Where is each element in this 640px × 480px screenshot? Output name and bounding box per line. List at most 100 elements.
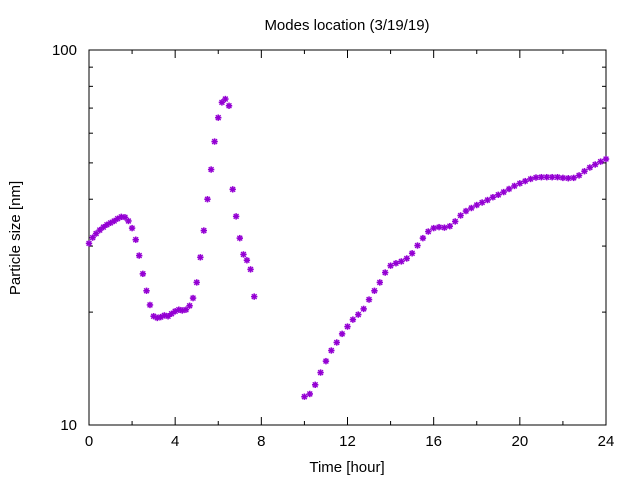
- data-point: [135, 252, 143, 259]
- data-point: [189, 294, 197, 302]
- data-point: [376, 279, 384, 286]
- data-point: [484, 196, 491, 204]
- data-point: [229, 186, 236, 193]
- data-point: [306, 390, 314, 398]
- data-point: [478, 199, 486, 206]
- data-point: [322, 357, 330, 365]
- data-point: [355, 311, 362, 318]
- data-point: [204, 196, 211, 203]
- data-point: [452, 218, 459, 225]
- data-point: [495, 191, 502, 199]
- y-axis-label: Particle size [nm]: [7, 181, 24, 295]
- data-point: [338, 330, 346, 338]
- data-point: [408, 250, 416, 257]
- data-point: [222, 95, 229, 103]
- data-point: [333, 339, 340, 346]
- data-point: [441, 224, 448, 231]
- data-point: [125, 217, 132, 225]
- data-point: [419, 234, 427, 242]
- data-point: [85, 240, 93, 247]
- x-tick-label: 8: [257, 433, 265, 450]
- data-point: [527, 175, 534, 183]
- data-point: [381, 269, 389, 276]
- data-point: [581, 168, 588, 175]
- data-point: [317, 369, 324, 376]
- data-point: [301, 393, 308, 400]
- data-point: [236, 234, 243, 242]
- data-point: [505, 185, 513, 193]
- data-point: [211, 138, 218, 145]
- x-axis-label: Time [hour]: [309, 459, 384, 476]
- data-point: [251, 293, 258, 300]
- data-point: [197, 254, 204, 261]
- data-point: [592, 161, 599, 168]
- data-point: [430, 224, 437, 232]
- data-point: [243, 257, 251, 264]
- data-point: [425, 228, 432, 235]
- data-point: [96, 226, 103, 234]
- data-point: [489, 194, 497, 201]
- chart-title: Modes location (3/19/19): [264, 17, 429, 34]
- data-point: [468, 204, 475, 212]
- data-point: [193, 279, 200, 286]
- data-point: [457, 212, 464, 219]
- data-point: [554, 173, 561, 181]
- data-point: [392, 260, 400, 267]
- data-point: [522, 177, 529, 185]
- data-point: [143, 287, 150, 294]
- data-point: [532, 174, 540, 181]
- data-point: [186, 302, 193, 309]
- data-point: [328, 347, 335, 354]
- data-point: [473, 201, 480, 209]
- data-point: [240, 251, 247, 258]
- axis-ticks: 0 4 8 12 16 20 24 10 100: [52, 42, 614, 450]
- x-tick-label: 4: [171, 433, 179, 450]
- data-point: [387, 262, 394, 269]
- data-point: [516, 180, 524, 187]
- data-point: [597, 158, 604, 165]
- x-tick-label: 12: [339, 433, 356, 450]
- data-point: [218, 99, 226, 106]
- x-tick-label: 0: [85, 433, 93, 450]
- data-point: [538, 173, 545, 181]
- data-point: [365, 296, 373, 303]
- data-point: [344, 323, 351, 330]
- data-point: [570, 174, 577, 182]
- data-point: [559, 174, 567, 182]
- data-point: [232, 213, 240, 220]
- data-point: [543, 173, 550, 181]
- y-tick-label: 10: [60, 417, 77, 434]
- data-point: [586, 164, 594, 171]
- data-point: [128, 224, 136, 232]
- data-point: [146, 301, 154, 309]
- data-series: [85, 95, 610, 400]
- data-point: [225, 102, 233, 109]
- data-point: [602, 155, 610, 163]
- data-point: [565, 175, 572, 182]
- data-point: [360, 305, 367, 313]
- data-point: [371, 287, 378, 294]
- x-tick-label: 20: [511, 433, 528, 450]
- x-tick-label: 24: [598, 433, 615, 450]
- data-point: [414, 242, 421, 249]
- x-tick-label: 16: [425, 433, 442, 450]
- data-point: [139, 270, 147, 278]
- data-point: [403, 255, 410, 262]
- plot-frame: [88, 49, 607, 426]
- data-point: [462, 207, 470, 215]
- data-point: [511, 182, 518, 190]
- data-point: [311, 381, 319, 388]
- data-point: [215, 114, 222, 121]
- y-tick-label: 100: [52, 42, 77, 59]
- data-point: [200, 227, 208, 234]
- data-point: [247, 266, 254, 273]
- data-point: [398, 258, 405, 265]
- data-point: [548, 173, 556, 181]
- data-point: [349, 316, 357, 323]
- data-point: [207, 166, 215, 173]
- data-point: [132, 236, 139, 243]
- data-point: [500, 188, 507, 196]
- data-point: [575, 172, 583, 179]
